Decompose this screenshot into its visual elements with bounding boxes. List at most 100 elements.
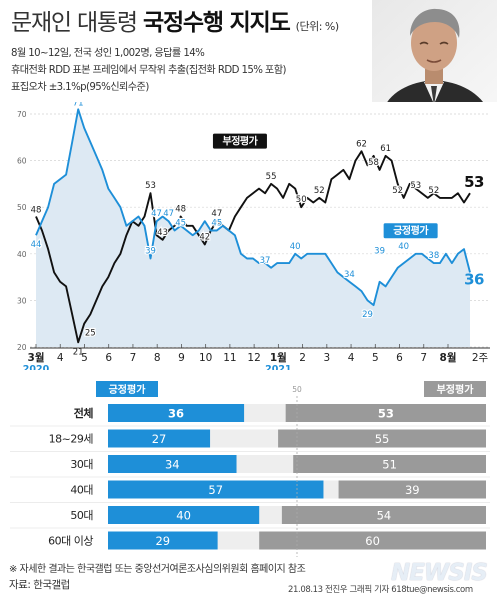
data-label: 34 [344,270,355,280]
data-label: 37 [260,256,271,266]
y-tick-label: 40 [17,250,27,259]
data-label: 43 [157,228,168,238]
x-tick-label: 1월 [270,351,287,364]
positive-area-fill [36,109,470,347]
y-tick-label: 70 [17,110,27,119]
bar-negative [278,429,486,448]
data-label: 40 [398,242,409,252]
data-label: 53 [410,181,421,191]
year-label-2021: 2021 [265,364,291,370]
president-portrait [372,0,497,113]
data-label: 39 [145,246,156,256]
title-bold: 국정수행 지지도 [143,10,291,36]
y-tick-label: 30 [17,296,27,305]
bar-category-label: 60대 이상 [48,535,93,548]
negative-latest-label: 53 [464,173,484,191]
data-label: 45 [211,219,222,229]
bar-negative-value: 54 [377,509,392,523]
legend-negative-label: 부정평가 [437,383,475,396]
x-tick-label: 9 [178,352,185,364]
data-label: 52 [314,186,325,196]
x-tick-label: 3월 [28,351,45,364]
data-label: 52 [392,186,403,196]
data-label: 47 [163,209,174,219]
data-label: 48 [175,205,186,215]
header: 문재인 대통령 국정수행 지지도 (단위: %) 8월 10~12일, 전국 성… [0,0,497,113]
legend-negative-chip [424,381,486,397]
data-label: 42 [199,232,210,242]
bar-negative-value: 53 [378,407,394,421]
bar-category-label: 18~29세 [49,433,93,446]
data-label: 25 [85,329,96,339]
data-label: 50 [296,195,307,205]
bar-category-label: 50대 [70,509,93,522]
source-label: 자료: 한국갤럽 [9,579,70,591]
bar-positive-value: 29 [155,534,170,548]
positive-callout-box [383,223,438,239]
x-tick-label: 7 [130,352,137,364]
meta-line-2: 휴대전화 RDD 표본 프레임에서 무작위 추출(집전화 RDD 15% 포함) [11,65,286,76]
legend-positive-label: 긍정평가 [109,383,147,396]
data-label: 47 [151,209,162,219]
data-label: 61 [380,144,391,154]
x-tick-label: 7 [420,352,427,364]
bar-negative-value: 55 [375,432,390,446]
bar-negative-value: 39 [405,483,420,497]
bar-positive-value: 36 [168,407,184,421]
positive-callout-label: 긍정평가 [393,224,429,237]
bar-negative [281,506,486,524]
footnote: ※ 자세한 결과는 한국갤럽 또는 중앙선거여론조사심의위원회 홈페이지 참조 [9,564,306,575]
bar-positive [108,506,260,524]
bar-positive [108,429,211,448]
newsis-logo: NEWSIS [390,560,488,586]
x-tick-label: 8월 [440,351,457,364]
data-label: 47 [211,209,222,219]
x-tick-label: 12 [247,352,260,364]
data-label: 39 [374,246,385,256]
bar-positive-value: 27 [152,432,167,446]
bar-positive-value: 34 [165,458,180,472]
x-tick-label: 11 [223,352,236,364]
x-last-label: 2주 [472,352,489,364]
data-label: 52 [428,186,439,196]
negative-callout-label: 부정평가 [223,135,259,148]
y-tick-label: 60 [17,157,27,166]
x-tick-label: 5 [81,352,88,364]
meta-line-3: 표집오차 ±3.1%p(95%신뢰수준) [11,82,149,93]
negative-series-line [35,150,471,344]
bar-category-label: 40대 [70,484,93,497]
data-label: 40 [290,242,301,252]
positive-series-line [35,108,471,307]
y-tick-label: 20 [17,343,27,352]
data-label: 29 [362,310,373,320]
credit-line: 21.08.13 전진우 그래픽 기자 618tue@newsis.com [288,585,473,595]
negative-callout-box [212,133,267,149]
positive-latest-label: 36 [464,270,484,288]
x-tick-label: 4 [348,352,355,364]
x-tick-label: 5 [372,352,379,364]
year-label-2020: 2020 [23,364,50,370]
reference-line-label: 50 [292,385,302,394]
bar-positive [108,455,237,473]
bar-chart: 긍정평가 부정평가 전체 36 53 18~29세 27 55 30대 34 51 40대 57 39 5… [10,381,490,557]
bar-negative-value: 51 [382,458,397,472]
data-label: 45 [175,219,186,229]
data-label: 55 [266,172,277,182]
meta-line-1: 8월 10~12일, 전국 성인 1,002명, 응답률 14% [11,48,205,59]
x-tick-label: 10 [199,352,212,364]
data-label: 21 [73,347,84,357]
data-label: 44 [31,240,42,250]
x-tick-label: 6 [396,352,403,364]
bar-negative [293,455,486,473]
x-tick-label: 2 [299,352,306,364]
bar-category-label: 전체 [74,406,94,420]
bar-negative [285,404,486,422]
title-unit: (단위: %) [295,20,339,33]
bar-positive-value: 57 [208,483,223,497]
bar-category-label: 30대 [70,458,93,471]
bar-positive [108,480,324,499]
data-label: 62 [356,139,367,149]
data-label: 53 [145,181,156,191]
x-tick-label: 6 [105,352,112,364]
